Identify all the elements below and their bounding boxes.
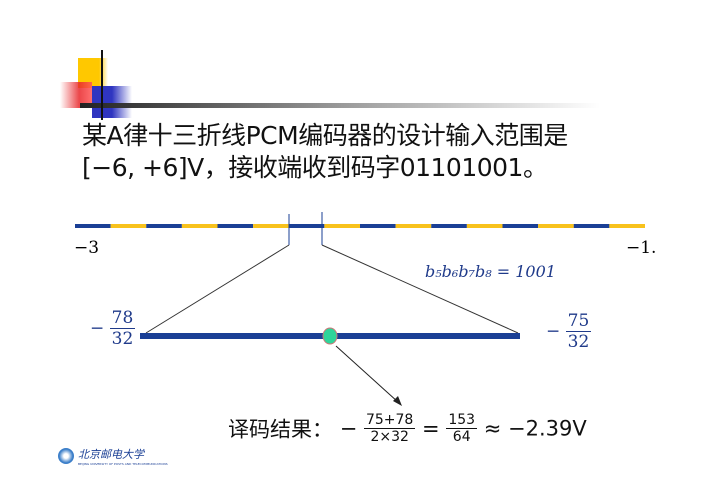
interval-right-label: − 75 32 <box>546 311 592 352</box>
arrow-head <box>393 396 402 406</box>
title-line-1: 某A律十三折线PCM编码器的设计输入范围是 <box>82 121 568 150</box>
decode-result: 译码结果： − 75+78 2×32 = 153 64 ≈ −2.39V <box>228 412 587 445</box>
zoom-line-right <box>321 244 519 334</box>
decoded-point <box>322 327 338 345</box>
segment-code: b₅b₆b₇b₈ = 1001 <box>425 262 556 281</box>
header-decoration <box>0 0 707 120</box>
logo-emblem-icon <box>58 448 74 464</box>
problem-statement: 某A律十三折线PCM编码器的设计输入范围是 [−6, +6]V，接收端收到码字0… <box>82 120 568 184</box>
university-logo: 北京邮电大学 BEIJING UNIVERSITY OF POSTS AND T… <box>58 446 168 466</box>
axis-left-label: −3 <box>74 238 100 258</box>
axis-right-label: −1. <box>626 238 657 258</box>
zoom-line-left <box>145 244 290 334</box>
arrow-line <box>335 345 399 403</box>
interval-left-label: − 78 32 <box>90 308 136 349</box>
title-line-2: [−6, +6]V，接收端收到码字01101001。 <box>82 153 548 182</box>
